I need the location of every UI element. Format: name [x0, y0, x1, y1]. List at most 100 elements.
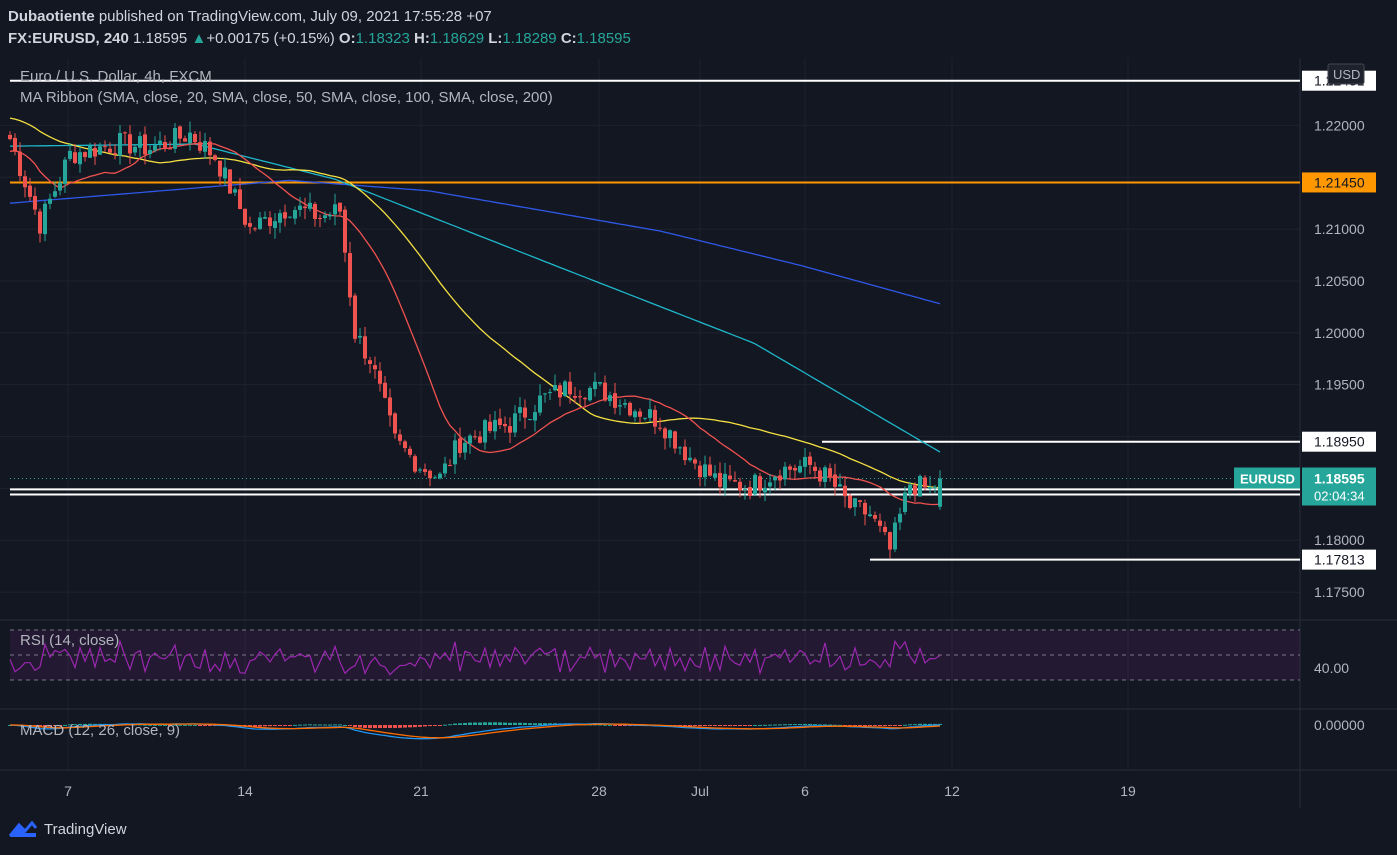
- macd-histogram-bar: [58, 725, 62, 726]
- macd-legend[interactable]: MACD (12, 26, close, 9): [20, 722, 181, 739]
- macd-histogram-bar: [868, 725, 872, 726]
- macd-histogram-bar: [398, 725, 402, 728]
- macd-histogram-bar: [798, 724, 802, 726]
- candle-body: [43, 203, 47, 235]
- candle-body: [893, 522, 897, 550]
- macd-histogram-bar: [713, 725, 717, 726]
- candle-body: [738, 481, 742, 491]
- candle-body: [828, 468, 832, 477]
- time-label: 19: [1120, 783, 1136, 799]
- macd-histogram-bar: [43, 725, 47, 727]
- chart-area[interactable]: 40.00 0.00000 1.224311.214501.189501.184…: [0, 58, 1397, 808]
- candle-body: [148, 150, 152, 155]
- candle-body: [748, 487, 752, 496]
- candle-body: [203, 141, 207, 152]
- macd-histogram-bar: [483, 722, 487, 725]
- macd-histogram-bar: [688, 725, 692, 727]
- macd-histogram-bar: [803, 723, 807, 725]
- macd-histogram-bar: [388, 725, 392, 728]
- candle-body: [163, 142, 167, 148]
- macd-histogram-bar: [823, 724, 827, 726]
- macd-histogram-bar: [448, 724, 452, 726]
- candle-body: [403, 441, 407, 449]
- candle-body: [53, 191, 57, 197]
- candle-body: [298, 205, 302, 210]
- price-change: +0.00175 (+0.15%): [206, 30, 335, 47]
- candle-body: [778, 475, 782, 481]
- rsi-line: [9, 639, 941, 676]
- candle-body: [338, 202, 342, 212]
- ma200-line: [9, 179, 941, 305]
- candle-body: [753, 474, 757, 495]
- macd-histogram-bar: [938, 723, 942, 725]
- time-label: 7: [64, 783, 72, 799]
- macd-histogram-bar: [338, 724, 342, 726]
- macd-histogram-bar: [373, 725, 377, 729]
- candle-body: [408, 448, 412, 455]
- candle-body: [433, 477, 437, 479]
- candle-body: [273, 221, 277, 228]
- candle-body: [28, 185, 32, 197]
- candle-body: [253, 228, 257, 230]
- macd-histogram-bar: [283, 725, 287, 726]
- candle-body: [773, 476, 777, 481]
- candle-body: [818, 470, 822, 482]
- time-axis[interactable]: 7 14 21 28 Jul 6 12 19: [64, 783, 1136, 799]
- candle-body: [923, 477, 927, 488]
- level-label: 1.18950: [1314, 434, 1365, 450]
- time-label: 12: [944, 783, 960, 799]
- candle-body: [238, 189, 242, 210]
- macd-histogram-bar: [268, 725, 272, 727]
- rsi-legend[interactable]: RSI (14, close): [20, 632, 120, 649]
- candle-body: [113, 153, 117, 155]
- tradingview-logo[interactable]: TradingView: [8, 820, 127, 838]
- macd-histogram-bar: [513, 722, 517, 725]
- candle-body: [88, 145, 92, 158]
- candle-body: [878, 520, 882, 526]
- candle-body: [188, 132, 192, 144]
- candle-body: [48, 198, 52, 204]
- candle-body: [303, 206, 307, 209]
- macd-histogram-bar: [328, 724, 332, 726]
- candle-body: [543, 393, 547, 395]
- macd-histogram-bar: [173, 724, 177, 726]
- macd-histogram-bar: [68, 724, 72, 726]
- candle-body: [783, 466, 787, 480]
- macd-histogram-bar: [543, 723, 547, 725]
- macd-histogram-bar: [378, 725, 382, 729]
- macd-histogram-bar: [808, 723, 812, 725]
- macd-tick: 0.00000: [1314, 717, 1365, 733]
- macd-histogram-bar: [323, 724, 327, 726]
- candle-body: [343, 209, 347, 253]
- macd-histogram-bar: [358, 725, 362, 728]
- candle-body: [518, 407, 522, 413]
- macd-histogram-bar: [728, 725, 732, 726]
- candle-body: [18, 151, 22, 177]
- macd-histogram-bar: [433, 725, 437, 726]
- candle-body: [468, 435, 472, 444]
- candle-body: [643, 417, 647, 419]
- candle-body: [798, 466, 802, 473]
- candle-body: [63, 159, 67, 184]
- candle-body: [528, 419, 532, 421]
- candle-body: [388, 397, 392, 416]
- candle-body: [693, 459, 697, 464]
- candle-body: [648, 409, 652, 418]
- open-label: O:: [338, 30, 356, 47]
- time-label: 14: [237, 783, 253, 799]
- candle-body: [393, 413, 397, 434]
- price-chart[interactable]: 40.00 0.00000 1.224311.214501.189501.184…: [0, 58, 1397, 808]
- candle-body: [258, 217, 262, 229]
- ma-ribbon-legend[interactable]: MA Ribbon (SMA, close, 20, SMA, close, 5…: [20, 89, 553, 106]
- macd-histogram-bar: [203, 725, 207, 726]
- candle-body: [68, 150, 72, 159]
- tradingview-logo-icon: [8, 820, 38, 837]
- author-name[interactable]: Dubaotiente: [8, 8, 95, 25]
- candle-body: [668, 430, 672, 439]
- candle-body: [368, 360, 372, 364]
- candle-body: [353, 295, 357, 339]
- macd-histogram-bar: [888, 725, 892, 727]
- candle-body: [628, 402, 632, 416]
- symbol-label[interactable]: FX:EURUSD, 240: [8, 30, 129, 47]
- price-axis[interactable]: 1.224311.214501.189501.184411.178131.220…: [1234, 63, 1376, 600]
